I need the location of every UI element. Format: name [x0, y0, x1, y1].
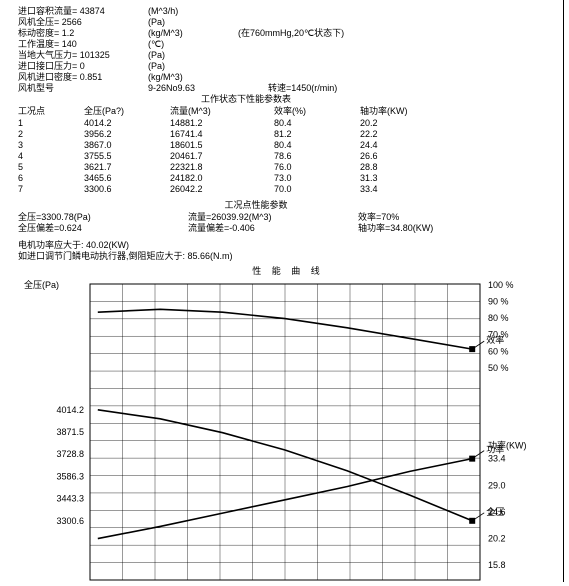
param-unit: (kg/M^3) [148, 28, 238, 38]
param-row: 进口接口压力= 0(Pa) [18, 59, 563, 70]
sum-press: 全压=3300.78(Pa) [18, 210, 188, 221]
table-cell: 20461.7 [170, 150, 274, 161]
table-cell: 81.2 [274, 128, 360, 139]
table-cell: 28.8 [360, 161, 446, 172]
table-cell: 3755.5 [84, 150, 170, 161]
col-flow: 流量(M^3) [170, 104, 274, 117]
svg-text:全压(Pa): 全压(Pa) [24, 279, 59, 290]
table-cell: 22.2 [360, 128, 446, 139]
svg-text:功率: 功率 [486, 444, 504, 455]
table-cell: 73.0 [274, 172, 360, 183]
table-cell: 31.3 [360, 172, 446, 183]
svg-text:全压: 全压 [486, 506, 504, 517]
performance-chart: 全压(Pa) 4014.2 3871.5 3728.8 3586.3 3443.3 3300… [18, 276, 558, 586]
table-cell: 2 [18, 128, 84, 139]
param-unit: (Pa) [148, 17, 238, 27]
table-cell: 76.0 [274, 161, 360, 172]
col-power: 轴功率(KW) [360, 104, 446, 117]
table-cell: 20.2 [360, 117, 446, 128]
table-cell: 78.6 [274, 150, 360, 161]
table-row: 63465.624182.073.031.3 [18, 172, 446, 183]
table-cell: 3621.7 [84, 161, 170, 172]
table-cell: 24182.0 [170, 172, 274, 183]
table-cell: 26.6 [360, 150, 446, 161]
table-cell: 3956.2 [84, 128, 170, 139]
param-unit: (kg/M^3) [148, 72, 238, 82]
table-cell: 80.4 [274, 117, 360, 128]
table-row: 14014.214881.280.420.2 [18, 117, 446, 128]
table-row: 33867.018601.580.424.4 [18, 139, 446, 150]
param-row: 进口容积流量= 43874(M^3/h) [18, 4, 563, 15]
table-cell: 18601.5 [170, 139, 274, 150]
table-cell: 24.4 [360, 139, 446, 150]
chart-title: 性 能 曲 线 [18, 264, 558, 276]
svg-text:3586.3: 3586.3 [56, 471, 84, 481]
sum-flow-dev: 流量偏差=-0.406 [188, 221, 358, 232]
motor-power-note: 电机功率应大于: 40.02(KW) [18, 238, 563, 249]
svg-text:80 %: 80 % [488, 313, 509, 323]
table-cell: 1 [18, 117, 84, 128]
table-cell: 4014.2 [84, 117, 170, 128]
sum-press-dev: 全压偏差=0.624 [18, 221, 188, 232]
table-row: 53621.722321.876.028.8 [18, 161, 446, 172]
param-row: 风机进口密度= 0.851(kg/M^3) [18, 70, 563, 81]
sum-flow: 流量=26039.92(M^3) [188, 210, 358, 221]
svg-text:50 %: 50 % [488, 363, 509, 373]
table-body: 14014.214881.280.420.223956.216741.481.2… [18, 117, 446, 194]
svg-text:100 %: 100 % [488, 280, 514, 290]
param-row: 风机全压= 2566(Pa) [18, 15, 563, 26]
svg-text:90 %: 90 % [488, 297, 509, 307]
table-cell: 3 [18, 139, 84, 150]
sum-eff: 效率=70% [358, 210, 528, 221]
table-cell: 33.4 [360, 183, 446, 194]
table-cell: 3867.0 [84, 139, 170, 150]
svg-text:效率: 效率 [486, 334, 504, 345]
table-header-row: 工况点 全压(Pa?) 流量(M^3) 效率(%) 轴功率(KW) [18, 104, 446, 117]
table-cell: 4 [18, 150, 84, 161]
col-idx: 工况点 [18, 104, 84, 117]
svg-text:29.0: 29.0 [488, 480, 506, 490]
param-unit: (M^3/h) [148, 6, 238, 16]
parameter-list: 进口容积流量= 43874(M^3/h)风机全压= 2566(Pa)标动密度= … [18, 4, 563, 81]
table-cell: 7 [18, 183, 84, 194]
table-cell: 14881.2 [170, 117, 274, 128]
table-row: 43755.520461.778.626.6 [18, 150, 446, 161]
svg-text:3300.6: 3300.6 [56, 516, 84, 526]
param-unit: (℃) [148, 39, 238, 50]
page-right-border [563, 0, 564, 582]
table-row: 73300.626042.270.033.4 [18, 183, 446, 194]
param-unit: (Pa) [148, 50, 238, 60]
table-cell: 6 [18, 172, 84, 183]
svg-text:3871.5: 3871.5 [56, 427, 84, 437]
table-row: 23956.216741.481.222.2 [18, 128, 446, 139]
col-press: 全压(Pa?) [84, 104, 170, 117]
svg-text:33.4: 33.4 [488, 454, 506, 464]
actuator-note: 如进口调节门鳞电动执行器,倒阻矩应大于: 85.66(N.m) [18, 249, 563, 260]
performance-table: 工况点 全压(Pa?) 流量(M^3) 效率(%) 轴功率(KW) 14014.… [18, 104, 446, 194]
param-note: (在760mmHg,20℃状态下) [238, 26, 344, 39]
table-cell: 3300.6 [84, 183, 170, 194]
svg-text:60 %: 60 % [488, 346, 509, 356]
table-cell: 22321.8 [170, 161, 274, 172]
param-row: 标动密度= 1.2(kg/M^3)(在760mmHg,20℃状态下) [18, 26, 563, 37]
param-unit: (Pa) [148, 61, 238, 71]
svg-text:20.2: 20.2 [488, 534, 506, 544]
svg-text:3443.3: 3443.3 [56, 494, 84, 504]
svg-text:4014.2: 4014.2 [56, 405, 84, 415]
table-cell: 70.0 [274, 183, 360, 194]
summary-title: 工况点性能参数 [66, 198, 446, 210]
summary-block: 全压=3300.78(Pa) 流量=26039.92(M^3) 效率=70% 全… [18, 210, 563, 232]
param-row: 当地大气压力= 101325(Pa) [18, 48, 563, 59]
svg-text:3728.8: 3728.8 [56, 449, 84, 459]
table-cell: 80.4 [274, 139, 360, 150]
sum-power: 轴功率=34.80(KW) [358, 221, 528, 232]
table-cell: 5 [18, 161, 84, 172]
col-eff: 效率(%) [274, 104, 360, 117]
table-cell: 16741.4 [170, 128, 274, 139]
model-row: 风机型号 9-26No9.63 转速=1450(r/min) [18, 81, 563, 92]
table-cell: 3465.6 [84, 172, 170, 183]
table-cell: 26042.2 [170, 183, 274, 194]
svg-text:15.8: 15.8 [488, 560, 506, 570]
model-label: 风机型号 [18, 81, 148, 94]
